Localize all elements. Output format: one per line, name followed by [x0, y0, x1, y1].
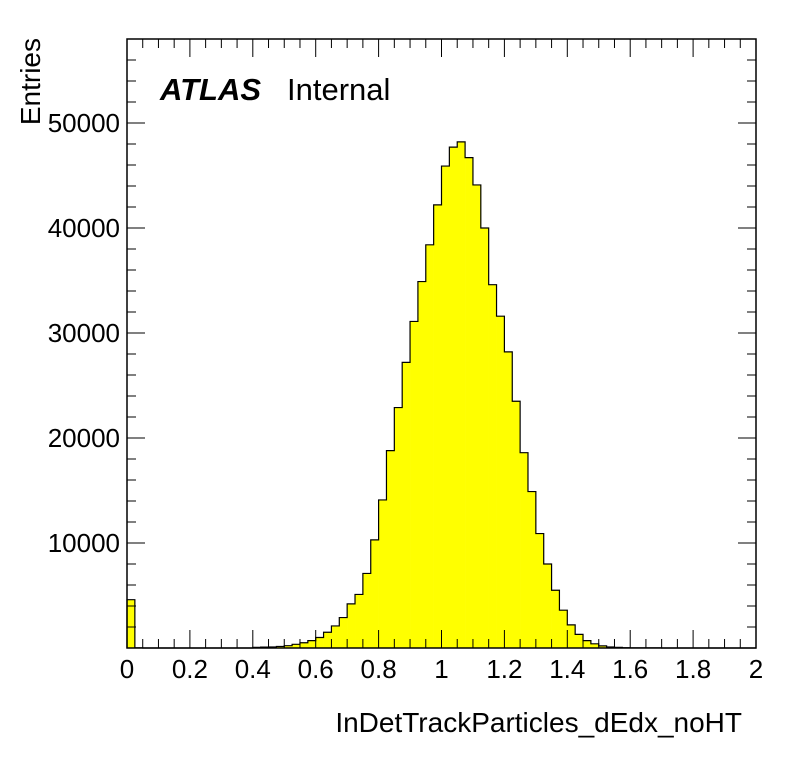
histogram-bar — [370, 539, 379, 648]
histogram-bar — [527, 491, 537, 648]
histogram-bar — [299, 642, 309, 648]
histogram-bar — [292, 644, 301, 648]
histogram-bar — [425, 244, 434, 649]
histogram-bar — [127, 599, 136, 648]
x-tick-label: 0 — [120, 654, 134, 684]
histogram-bar — [331, 625, 340, 648]
histogram-bar — [323, 632, 332, 648]
y-tick-label: 20000 — [48, 423, 120, 453]
histogram-bar — [465, 157, 474, 648]
x-tick-label: 2 — [749, 654, 763, 684]
y-tick-labels: 10000 20000 30000 40000 50000 — [48, 108, 120, 558]
histogram-bar — [575, 634, 584, 648]
histogram-bar — [402, 362, 411, 648]
histogram-bar — [543, 564, 552, 648]
x-tick-label: 0.6 — [298, 654, 334, 684]
histogram-bar — [347, 603, 356, 648]
atlas-status-label: Internal — [287, 72, 390, 107]
histogram-bars — [127, 141, 662, 649]
x-tick-label: 1.2 — [486, 654, 522, 684]
x-axis-title: InDetTrackParticles_dEdx_noHT — [335, 707, 742, 738]
histogram-bar — [417, 281, 427, 648]
histogram-bar — [598, 645, 607, 648]
histogram-bar — [480, 228, 489, 648]
histogram-bar — [567, 624, 576, 648]
x-tick-label: 0.8 — [361, 654, 397, 684]
x-tick-label: 0.4 — [235, 654, 271, 684]
histogram-bar — [307, 640, 316, 648]
histogram-bar — [355, 594, 364, 648]
histogram-bar — [457, 141, 466, 648]
x-tick-label: 1.6 — [612, 654, 648, 684]
histogram-bar — [488, 284, 497, 648]
x-tick-label: 1.4 — [549, 654, 585, 684]
histogram-bar — [472, 184, 482, 648]
histogram-bar — [315, 637, 324, 648]
histogram-bar — [504, 351, 513, 648]
histogram-bar — [583, 640, 592, 648]
histogram-bar — [496, 316, 505, 648]
x-tick-label: 1.8 — [675, 654, 711, 684]
histogram-bar — [378, 499, 387, 648]
histogram-bar — [559, 610, 568, 648]
histogram-bar — [386, 450, 395, 648]
histogram-bar — [512, 401, 521, 648]
histogram-bar — [276, 646, 285, 648]
y-tick-label: 40000 — [48, 213, 120, 243]
histogram-bar — [362, 573, 372, 648]
histogram-bar — [441, 166, 450, 649]
histogram-bar — [449, 147, 458, 648]
histogram-bar — [394, 407, 403, 648]
x-tick-label: 0.2 — [172, 654, 208, 684]
histogram-bar — [284, 645, 293, 648]
histogram-bar — [535, 533, 545, 648]
y-tick-label: 10000 — [48, 528, 120, 558]
y-tick-label: 50000 — [48, 108, 120, 138]
y-tick-label: 30000 — [48, 318, 120, 348]
histogram-bar — [590, 643, 600, 648]
histogram-bar — [551, 590, 560, 648]
histogram-bar — [520, 452, 529, 648]
axis-ticks — [126, 39, 757, 648]
histogram-bar — [433, 204, 442, 648]
y-axis-title: Entries — [15, 38, 46, 125]
histogram-bar — [410, 321, 419, 648]
atlas-label: ATLAS — [159, 72, 261, 107]
x-tick-label: 1 — [434, 654, 448, 684]
x-tick-labels: 0 0.2 0.4 0.6 0.8 1 1.2 1.4 1.6 1.8 2 — [120, 654, 763, 684]
histogram-bar — [339, 617, 348, 648]
